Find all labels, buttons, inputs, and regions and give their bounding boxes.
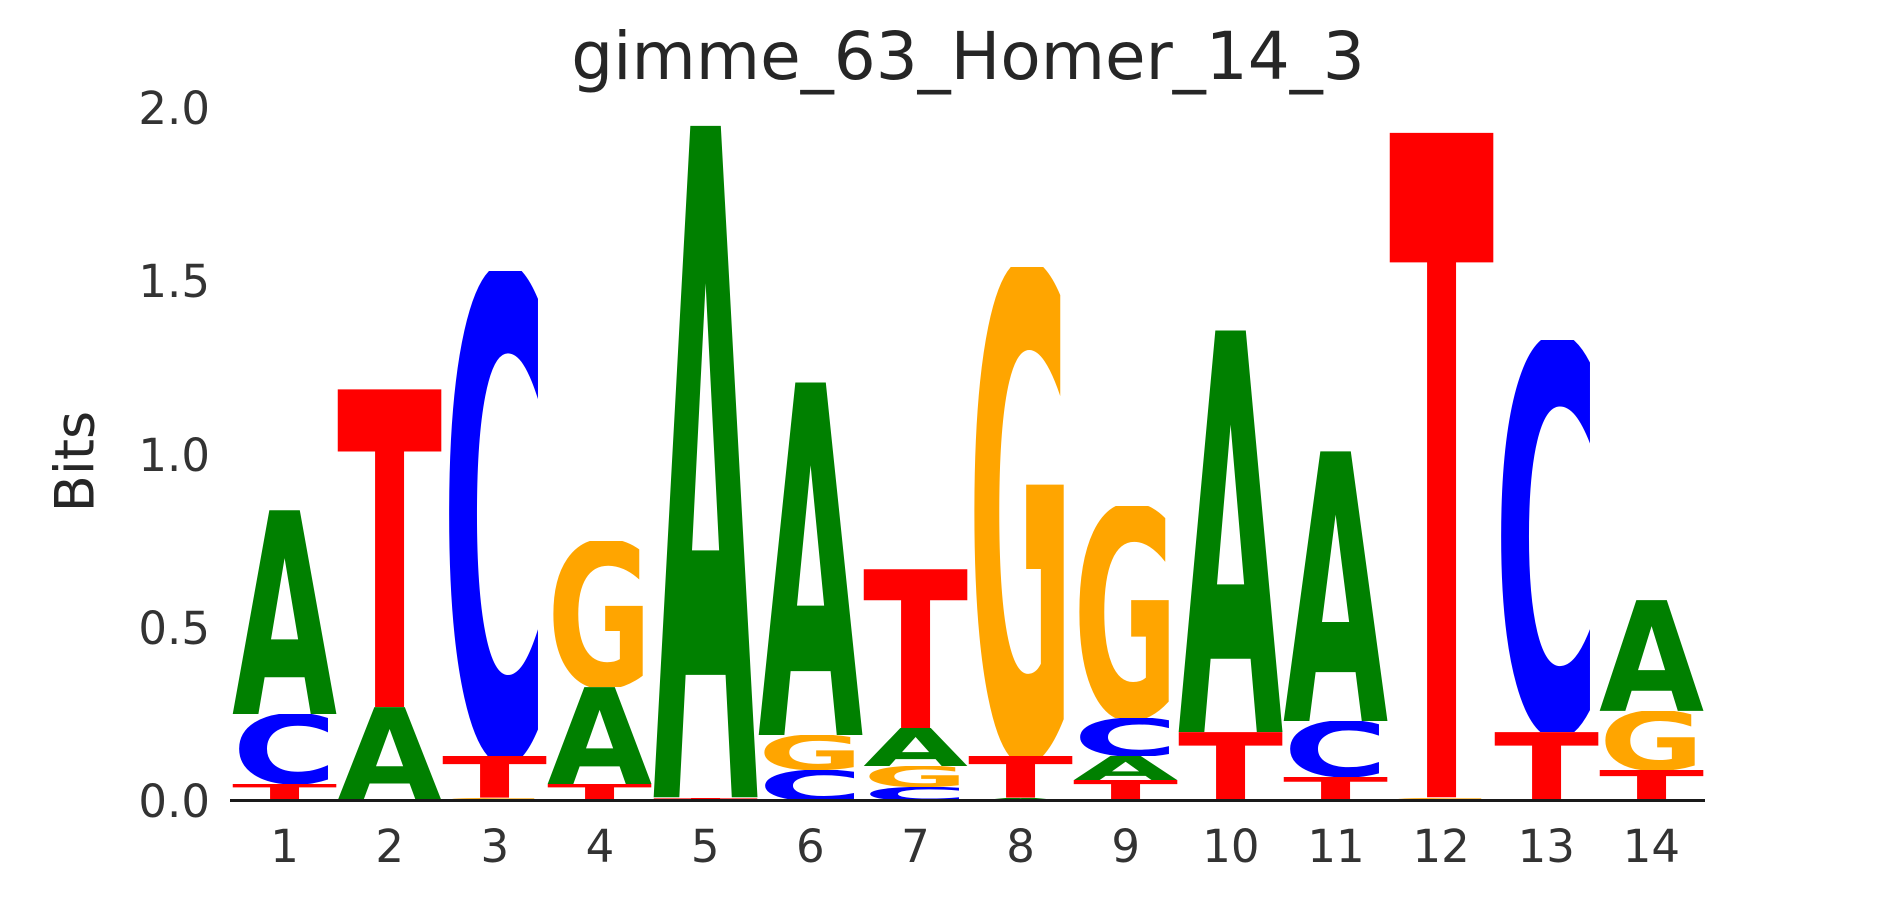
x-tick-label: 3 [480, 820, 510, 873]
svg-text:G: G [758, 735, 863, 770]
svg-text:T: T [547, 784, 652, 801]
svg-text:G: G [1073, 506, 1178, 717]
svg-text:C: C [758, 770, 863, 801]
logo-letter-A: A [1073, 756, 1178, 780]
logo-letter-T: T [1389, 132, 1494, 797]
y-tick-label: 1.5 [138, 255, 210, 309]
chart-title: gimme_63_Homer_14_3 [571, 18, 1365, 95]
x-tick-label: 12 [1412, 820, 1470, 873]
logo-letter-C: C [1283, 721, 1388, 776]
x-tick-label: 1 [270, 820, 299, 873]
svg-text:C: C [1494, 340, 1599, 732]
svg-text:A: A [1178, 330, 1283, 732]
logo-letter-G: G [968, 267, 1073, 756]
logo-letter-T: T [442, 756, 547, 798]
x-tick-label: 7 [901, 820, 930, 873]
y-tick-label: 1.0 [138, 428, 210, 482]
svg-text:A: A [337, 707, 442, 801]
y-tick-label: 0.0 [138, 775, 210, 828]
logo-letter-A: A [1599, 600, 1704, 711]
logo-letter-T: T [863, 569, 968, 728]
logo-letter-G: G [1073, 506, 1178, 717]
logo-letter-T: T [1178, 732, 1283, 801]
logo-letter-A: A [758, 382, 863, 735]
logo-letter-C: C [863, 787, 968, 801]
svg-text:A: A [653, 125, 758, 797]
x-tick-label: 4 [585, 820, 615, 873]
logo-letter-G: G [1599, 711, 1704, 770]
svg-text:T: T [1494, 732, 1599, 801]
x-tick-label: 14 [1622, 820, 1681, 873]
x-tick-label: 8 [1006, 820, 1035, 873]
svg-text:A: A [1599, 600, 1704, 711]
svg-text:T: T [863, 569, 968, 728]
svg-text:T: T [968, 756, 1073, 798]
logo-letter-T: T [968, 756, 1073, 798]
svg-text:A: A [547, 687, 652, 784]
x-axis-baseline [230, 799, 1705, 802]
x-tick-label: 6 [795, 820, 825, 873]
svg-text:A: A [758, 382, 863, 735]
logo-letter-T: T [1599, 770, 1704, 801]
logo-letter-A: A [1178, 330, 1283, 732]
svg-text:T: T [1599, 770, 1704, 801]
logo-letter-C: C [758, 770, 863, 801]
logo-letter-T: T [232, 784, 337, 801]
svg-text:C: C [1283, 721, 1388, 776]
svg-text:T: T [1389, 132, 1494, 797]
svg-text:T: T [1178, 732, 1283, 801]
svg-text:C: C [1073, 718, 1178, 756]
x-tick-label: 10 [1202, 820, 1260, 873]
logo-letter-A: A [653, 125, 758, 797]
y-tick-label: 2.0 [138, 82, 210, 135]
logo-letter-A: A [232, 510, 337, 714]
y-tick-label: 0.5 [138, 601, 210, 655]
logo-letter-C: C [1073, 718, 1178, 756]
logo-letter-G: G [758, 735, 863, 770]
svg-text:A: A [1283, 451, 1388, 721]
svg-text:C: C [863, 787, 968, 801]
svg-text:G: G [547, 541, 652, 687]
svg-text:T: T [442, 756, 547, 798]
logo-letter-A: A [863, 728, 968, 766]
logo-letter-T: T [1494, 732, 1599, 801]
logo-letter-C: C [232, 714, 337, 783]
x-tick-label: 13 [1517, 820, 1575, 873]
logo-letter-T: T [1283, 777, 1388, 801]
logo-letter-A: A [1283, 451, 1388, 721]
svg-text:T: T [232, 784, 337, 801]
svg-text:T: T [1073, 780, 1178, 801]
logo-letter-G: G [547, 541, 652, 687]
logo-letter-A: A [337, 707, 442, 801]
svg-text:T: T [1283, 777, 1388, 801]
logo-letter-C: C [1494, 340, 1599, 732]
svg-text:A: A [863, 728, 968, 766]
svg-text:G: G [968, 267, 1073, 756]
svg-text:C: C [232, 714, 337, 783]
x-tick-label: 11 [1307, 820, 1365, 873]
logo-letter-T: T [337, 389, 442, 708]
x-tick-label: 5 [690, 820, 720, 873]
logo-letter-A: A [547, 687, 652, 784]
logo-letter-C: C [442, 271, 547, 756]
logo-letter-G: G [863, 766, 968, 787]
svg-text:A: A [232, 510, 337, 714]
logo-letter-T: T [547, 784, 652, 801]
svg-text:G: G [1599, 711, 1704, 770]
svg-text:G: G [863, 766, 968, 787]
svg-text:A: A [1073, 756, 1178, 780]
logo-letter-T: T [1073, 780, 1178, 801]
svg-text:C: C [442, 271, 547, 756]
x-tick-label: 2 [375, 820, 405, 873]
x-tick-label: 9 [1111, 820, 1141, 873]
svg-text:T: T [337, 389, 442, 708]
